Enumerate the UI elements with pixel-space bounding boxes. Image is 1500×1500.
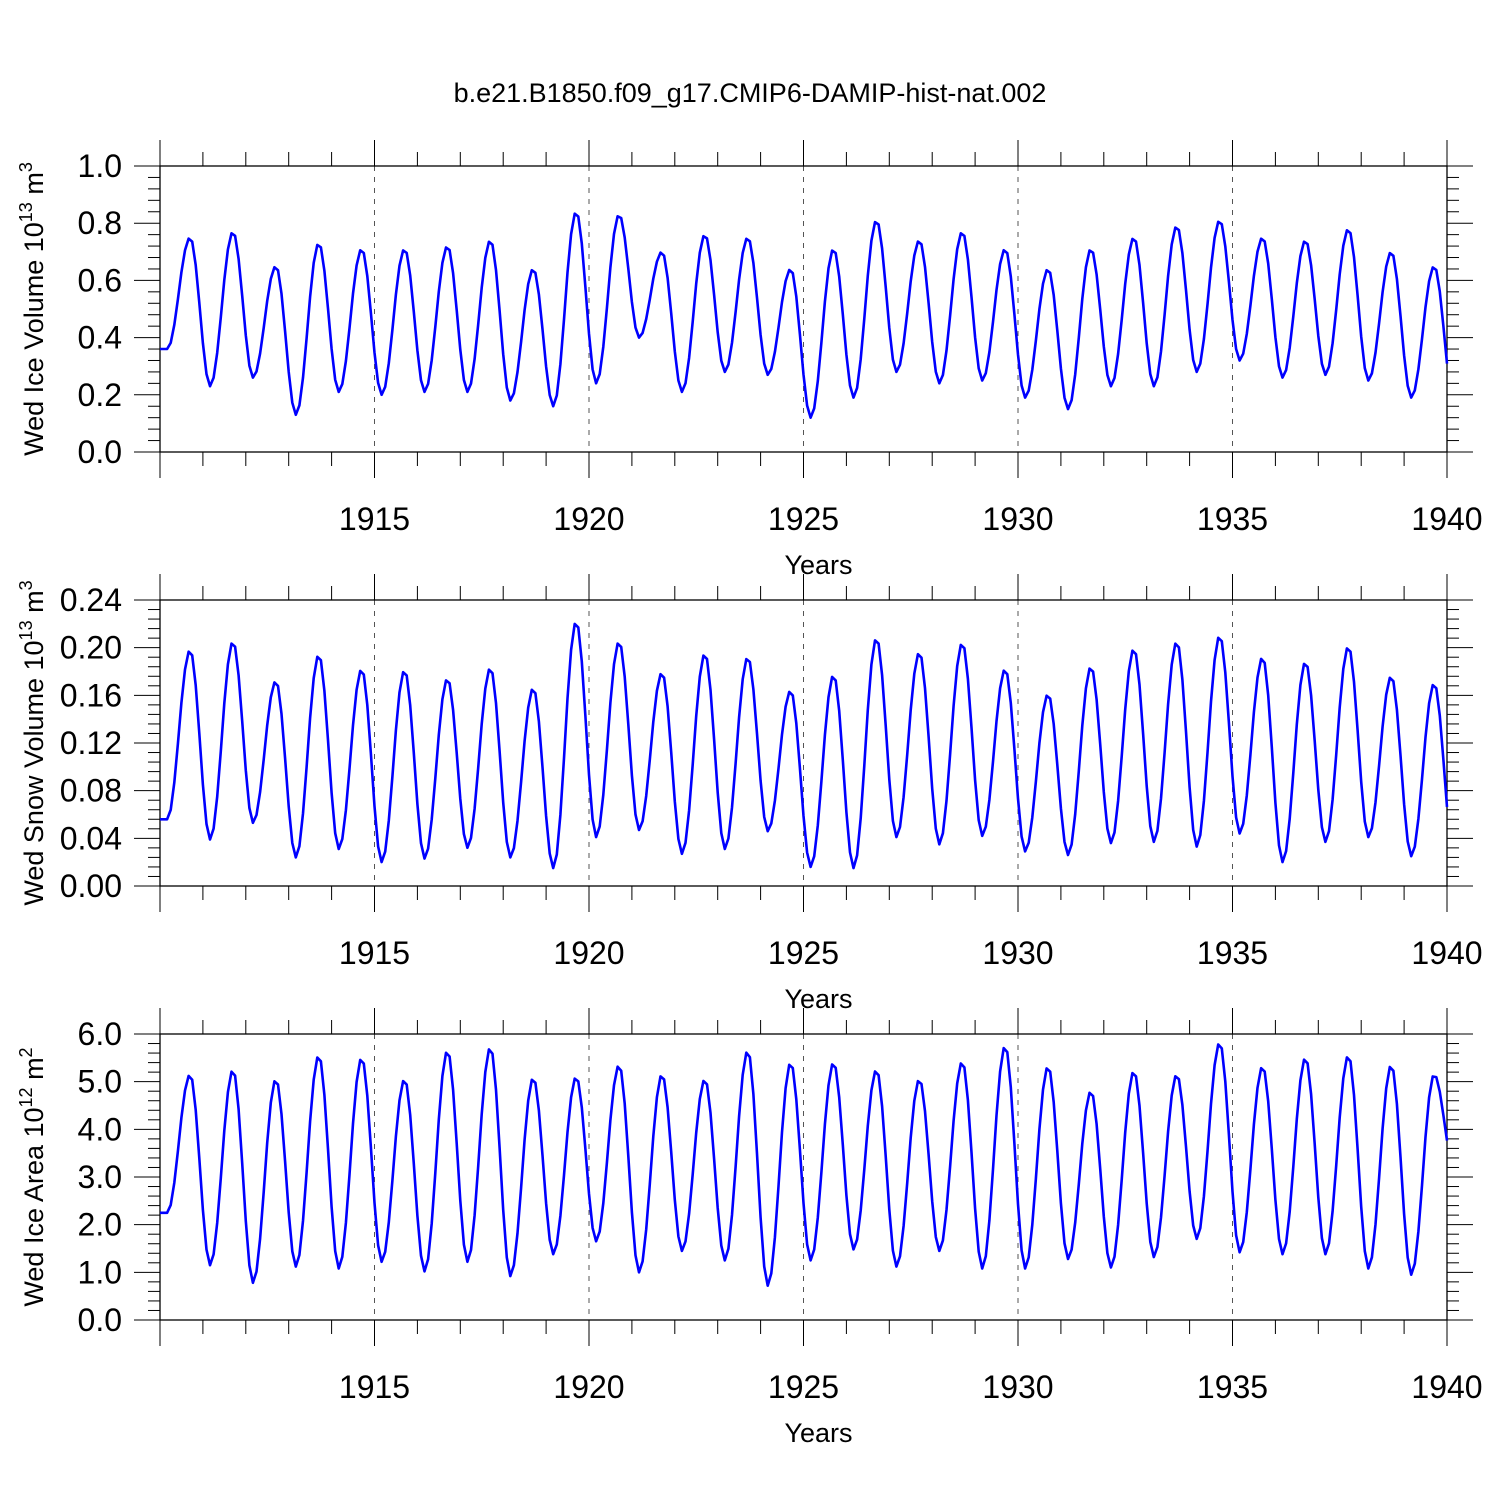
x-tick-label: 1920 xyxy=(553,1369,624,1405)
y-tick-label: 1.0 xyxy=(78,1254,122,1290)
y-tick-label: 0.4 xyxy=(78,320,122,356)
panel-1: 0.0 0.2 0.4 0.6 0.8 1.0 1915 1920 1925 1930 1935 19… xyxy=(16,140,1483,580)
x-tick-label: 1925 xyxy=(768,1369,839,1405)
x-tick-label: 1925 xyxy=(768,501,839,537)
y-tick-label: 6.0 xyxy=(78,1016,122,1052)
y-tick-label: 0.2 xyxy=(78,377,122,413)
y-tick-label: 2.0 xyxy=(78,1207,122,1243)
y-axis-label: Wed Ice Area 1012 m2 xyxy=(16,1047,49,1306)
x-tick-label: 1915 xyxy=(339,935,410,971)
x-tick-label: 1920 xyxy=(553,501,624,537)
series-line-wed-snow-volume xyxy=(160,622,1449,870)
panels: 0.0 0.2 0.4 0.6 0.8 1.0 1915 1920 1925 1930 1935 19… xyxy=(16,140,1483,1448)
y-axis-label-unit: m xyxy=(19,590,49,620)
x-axis-label: Years xyxy=(784,550,852,580)
y-axis-label-unit: m xyxy=(19,1057,49,1087)
x-tick-label: 1935 xyxy=(1197,501,1268,537)
x-axis-label: Years xyxy=(784,1418,852,1448)
x-tick-label: 1915 xyxy=(339,501,410,537)
y-tick-label: 0.8 xyxy=(78,205,122,241)
y-tick-label: 5.0 xyxy=(78,1064,122,1100)
figure-title: b.e21.B1850.f09_g17.CMIP6-DAMIP-hist-nat… xyxy=(454,78,1047,108)
y-axis-label-text: Wed Snow Volume 10 xyxy=(19,640,49,905)
panel-2: 0.00 0.04 0.08 0.12 0.16 0.20 0.24 1915 1920 1925… xyxy=(16,574,1483,1014)
y-axis-label: Wed Ice Volume 1013 m3 xyxy=(16,162,49,456)
y-axis-label-text: Wed Ice Volume 10 xyxy=(19,222,49,456)
y-tick-label: 0.12 xyxy=(60,725,122,761)
y-tick-label: 0.24 xyxy=(60,582,122,618)
x-tick-label: 1940 xyxy=(1411,501,1482,537)
y-tick-label: 0.6 xyxy=(78,262,122,298)
y-tick-label: 0.08 xyxy=(60,773,122,809)
y-axis-label: Wed Snow Volume 1013 m3 xyxy=(16,580,49,905)
series-line-wed-ice-area xyxy=(160,1043,1449,1287)
y-tick-label: 0.0 xyxy=(78,434,122,470)
y-tick-label: 3.0 xyxy=(78,1159,122,1195)
panel-3: 0.0 1.0 2.0 3.0 4.0 5.0 6.0 1915 1920 1925 1930 193… xyxy=(16,1008,1483,1448)
y-axis-label-unit: m xyxy=(19,172,49,202)
y-tick-label: 0.04 xyxy=(60,820,122,856)
y-tick-label: 0.16 xyxy=(60,677,122,713)
x-tick-label: 1930 xyxy=(982,935,1053,971)
x-tick-label: 1940 xyxy=(1411,935,1482,971)
y-axis-label-unit-exponent: 3 xyxy=(16,162,36,172)
x-tick-label: 1925 xyxy=(768,935,839,971)
x-tick-label: 1935 xyxy=(1197,935,1268,971)
y-axis-label-text: Wed Ice Area 10 xyxy=(19,1107,49,1306)
y-tick-label: 1.0 xyxy=(78,148,122,184)
x-tick-label: 1940 xyxy=(1411,1369,1482,1405)
y-axis-label-exponent: 13 xyxy=(16,202,36,222)
y-axis-label-exponent: 12 xyxy=(16,1087,36,1107)
x-tick-label: 1930 xyxy=(982,1369,1053,1405)
y-tick-label: 0.0 xyxy=(78,1302,122,1338)
y-tick-label: 0.20 xyxy=(60,630,122,666)
series-line-wed-ice-volume xyxy=(160,212,1449,419)
x-tick-label: 1930 xyxy=(982,501,1053,537)
x-tick-label: 1920 xyxy=(553,935,624,971)
y-tick-label: 4.0 xyxy=(78,1111,122,1147)
y-axis-label-exponent: 13 xyxy=(16,620,36,640)
x-tick-label: 1935 xyxy=(1197,1369,1268,1405)
y-axis-label-unit-exponent: 3 xyxy=(16,580,36,590)
x-axis-label: Years xyxy=(784,984,852,1014)
y-tick-label: 0.00 xyxy=(60,868,122,904)
y-axis-label-unit-exponent: 2 xyxy=(16,1047,36,1057)
x-tick-label: 1915 xyxy=(339,1369,410,1405)
